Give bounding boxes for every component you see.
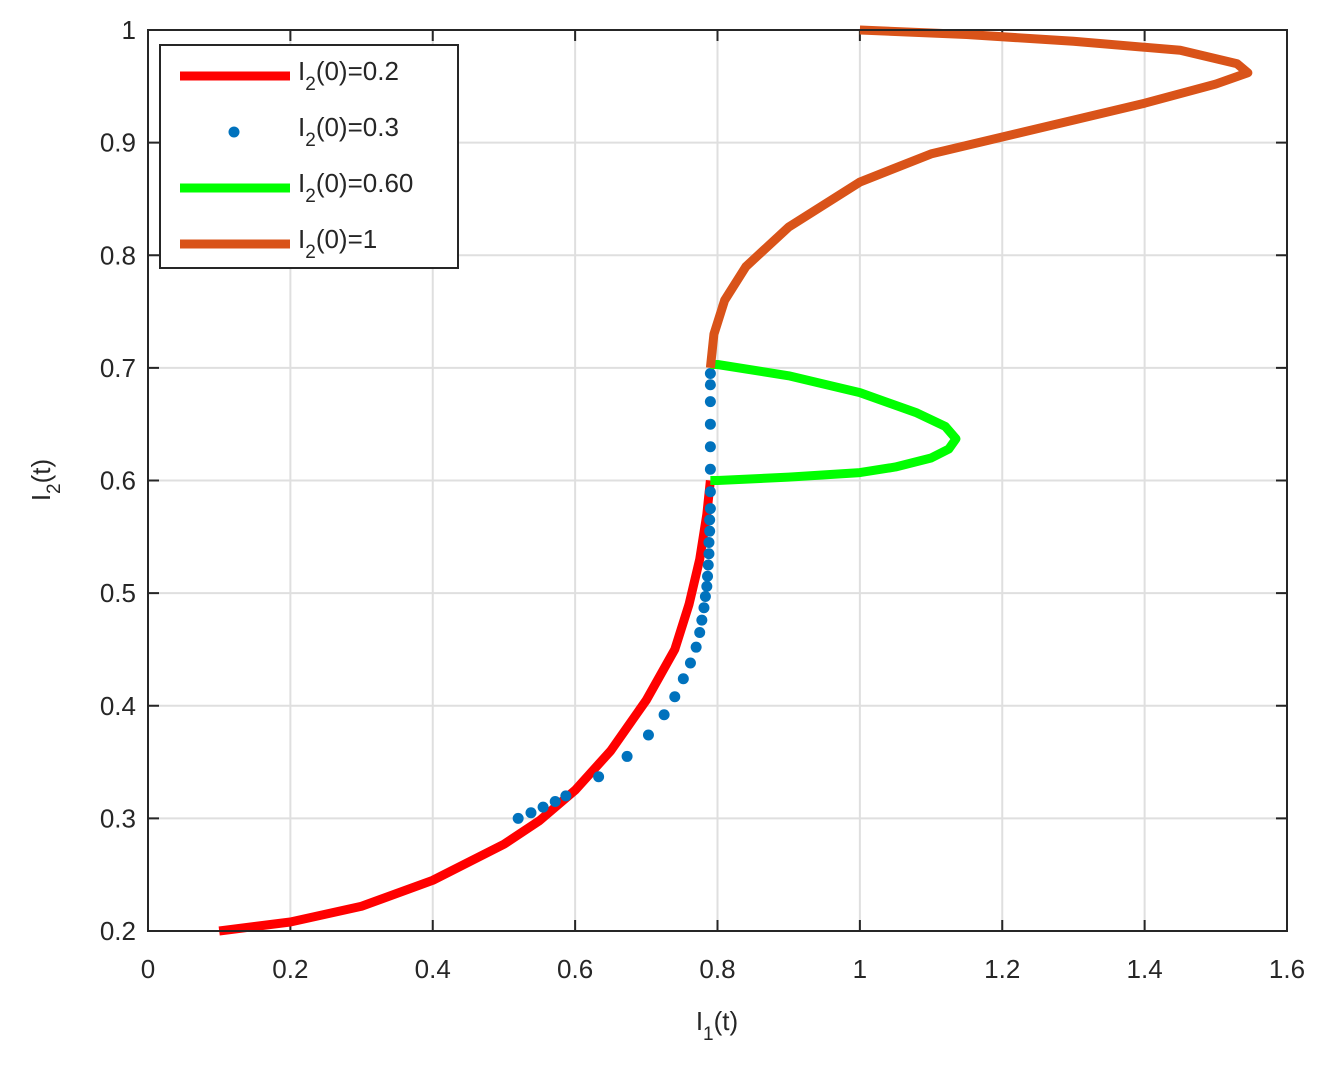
data-point — [621, 750, 633, 762]
x-tick-label: 1.2 — [984, 954, 1020, 984]
data-point — [642, 729, 654, 741]
data-line — [218, 480, 715, 936]
y-tick-label: 0.5 — [100, 578, 136, 608]
legend-label: I2(0)=1 — [298, 224, 377, 263]
data-point — [704, 525, 716, 537]
y-tick-label: 0.9 — [100, 128, 136, 158]
data-point — [704, 418, 716, 430]
data-point — [704, 396, 716, 408]
data-point — [690, 641, 702, 653]
data-point — [699, 591, 711, 603]
data-point — [702, 559, 714, 571]
data-point — [704, 514, 716, 526]
data-point — [704, 503, 716, 515]
data-point — [658, 709, 670, 721]
x-tick-label: 0.6 — [557, 954, 593, 984]
y-tick-label: 0.7 — [100, 353, 136, 383]
y-tick-label: 0.4 — [100, 691, 136, 721]
legend-marker — [228, 126, 240, 138]
data-point — [537, 801, 549, 813]
x-tick-label: 1.4 — [1127, 954, 1163, 984]
data-point — [694, 627, 706, 639]
plot-frame — [147, 29, 1288, 932]
y-tick-label: 0.2 — [100, 916, 136, 946]
data-point — [698, 602, 710, 614]
data-point — [684, 657, 696, 669]
data-point — [525, 807, 537, 819]
data-point — [704, 463, 716, 475]
y-tick-label: 0.6 — [100, 466, 136, 496]
data-point — [704, 368, 716, 380]
data-point — [704, 441, 716, 453]
legend-label: I2(0)=0.60 — [298, 168, 413, 207]
legend-box — [159, 44, 459, 269]
y-tick-label: 0.8 — [100, 240, 136, 270]
data-point — [704, 486, 716, 498]
x-tick-label: 1.6 — [1269, 954, 1305, 984]
y-tick-label: 1 — [122, 15, 136, 45]
legend-label: I2(0)=0.2 — [298, 56, 399, 95]
data-line — [705, 25, 1253, 369]
data-point — [703, 536, 715, 548]
x-axis-label: I1(t) — [696, 1006, 738, 1045]
legend-label: I2(0)=0.3 — [298, 112, 399, 151]
y-axis-label: I2(t) — [26, 459, 65, 501]
data-point — [703, 548, 715, 560]
data-point — [593, 771, 605, 783]
data-line — [710, 359, 961, 485]
x-tick-label: 0.2 — [272, 954, 308, 984]
x-tick-label: 0.4 — [415, 954, 451, 984]
x-tick-label: 0 — [141, 954, 155, 984]
data-point — [701, 580, 713, 592]
data-point — [669, 691, 681, 703]
data-point — [560, 790, 572, 802]
data-point — [704, 379, 716, 391]
data-point — [677, 673, 689, 685]
y-tick-label: 0.3 — [100, 803, 136, 833]
data-point — [549, 795, 561, 807]
x-tick-label: 1 — [853, 954, 867, 984]
x-tick-label: 0.8 — [699, 954, 735, 984]
data-point — [702, 570, 714, 582]
data-point — [696, 614, 708, 626]
data-point — [512, 812, 524, 824]
